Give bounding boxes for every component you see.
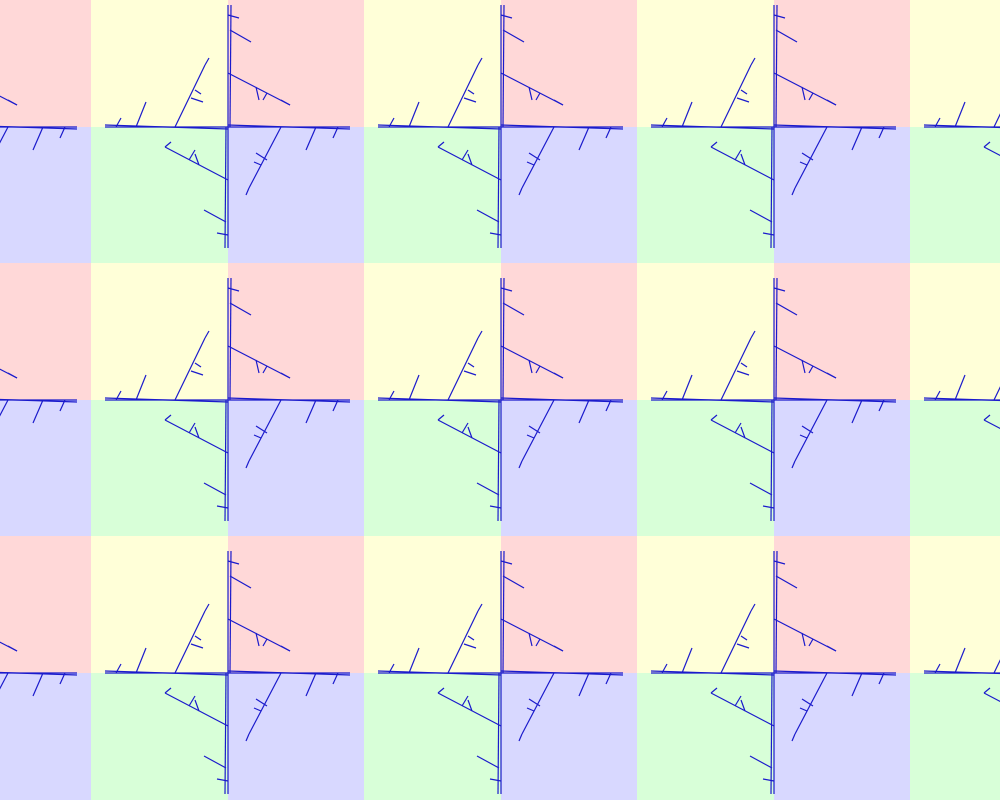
- tiled-pattern: [0, 0, 1000, 800]
- pattern-canvas: [0, 0, 1000, 800]
- page: (() => { const data = JSON.parse(documen…: [0, 0, 1000, 800]
